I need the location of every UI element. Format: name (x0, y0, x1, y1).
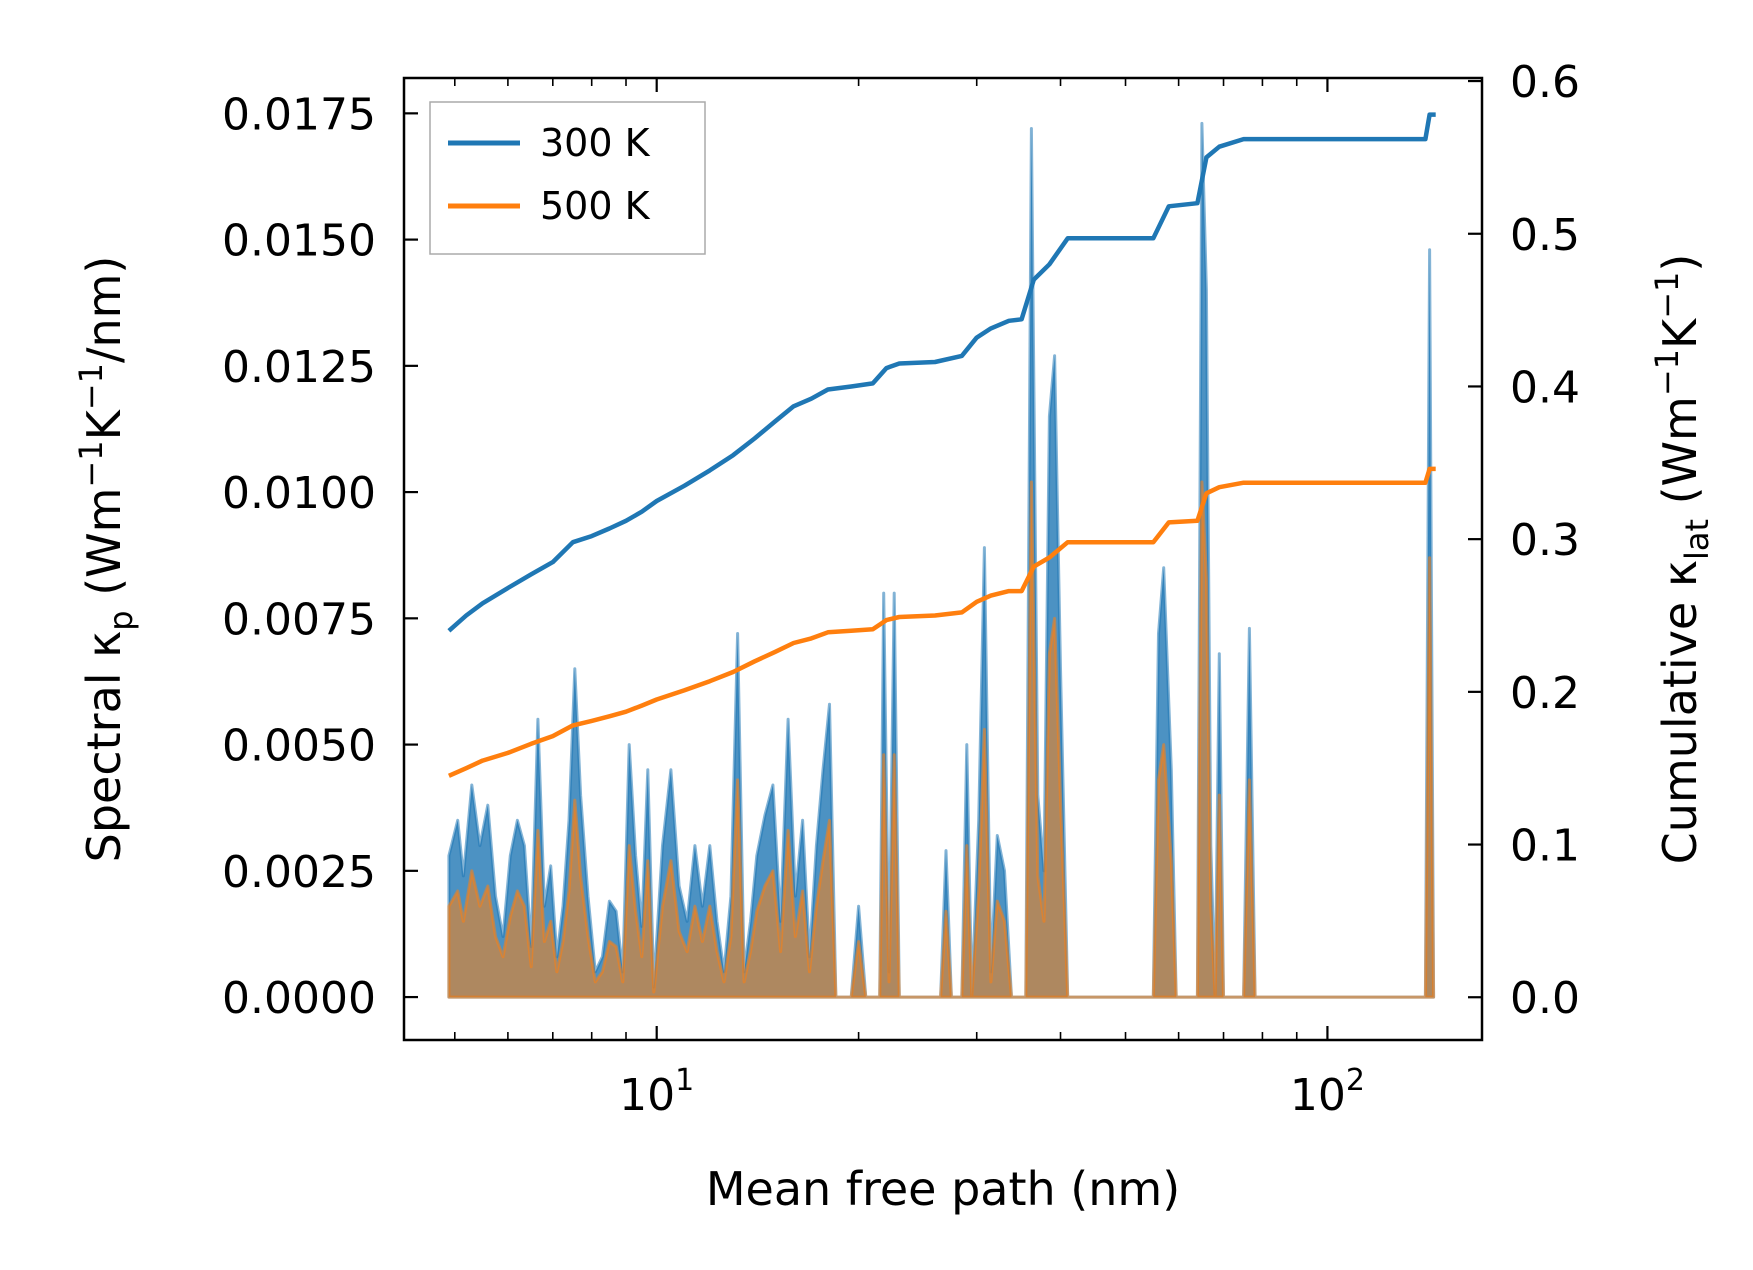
right-tick-label: 0.4 (1510, 362, 1580, 413)
legend-label-300k: 300 K (540, 121, 651, 165)
right-tick-label: 0.5 (1510, 210, 1580, 261)
legend-box (429, 101, 706, 255)
left-tick-label: 0.0100 (222, 468, 376, 519)
axis-ticks (404, 78, 1482, 1040)
left-tick-label: 0.0150 (222, 216, 376, 267)
x-tick-label: 101 (619, 1063, 694, 1121)
left-tick-label: 0.0075 (222, 594, 376, 645)
spectral-area-500k (447, 480, 1436, 999)
left-axis-title: Spectral κp (Wm−1K−1/nm) (72, 256, 140, 863)
right-axis-title: Cumulative κlat (Wm−1K−1) (1648, 254, 1716, 865)
cumulative-line-500k (447, 466, 1436, 778)
left-tick-label: 0.0000 (222, 973, 376, 1024)
tick-labels: 0.00000.00250.00500.00750.01000.01250.01… (222, 57, 1580, 1121)
right-tick-label: 0.0 (1510, 973, 1580, 1024)
right-tick-label: 0.2 (1510, 668, 1580, 719)
legend: 300 K 500 K (429, 101, 706, 255)
left-tick-label: 0.0125 (222, 342, 376, 393)
x-axis-title: Mean free path (nm) (706, 1162, 1180, 1216)
right-tick-label: 0.3 (1510, 515, 1580, 566)
left-tick-label: 0.0050 (222, 721, 376, 772)
x-tick-label: 102 (1290, 1063, 1365, 1121)
right-tick-label: 0.1 (1510, 821, 1580, 872)
cumulative-line-300k (447, 112, 1436, 633)
legend-label-500k: 500 K (540, 184, 651, 228)
cumulative-lines (447, 112, 1436, 778)
left-tick-label: 0.0175 (222, 89, 376, 140)
spectral-fills (447, 121, 1436, 999)
left-tick-label: 0.0025 (222, 847, 376, 898)
spectral-area-300k (447, 121, 1436, 999)
plot-frame (402, 76, 1484, 1042)
right-tick-label: 0.6 (1510, 57, 1580, 108)
